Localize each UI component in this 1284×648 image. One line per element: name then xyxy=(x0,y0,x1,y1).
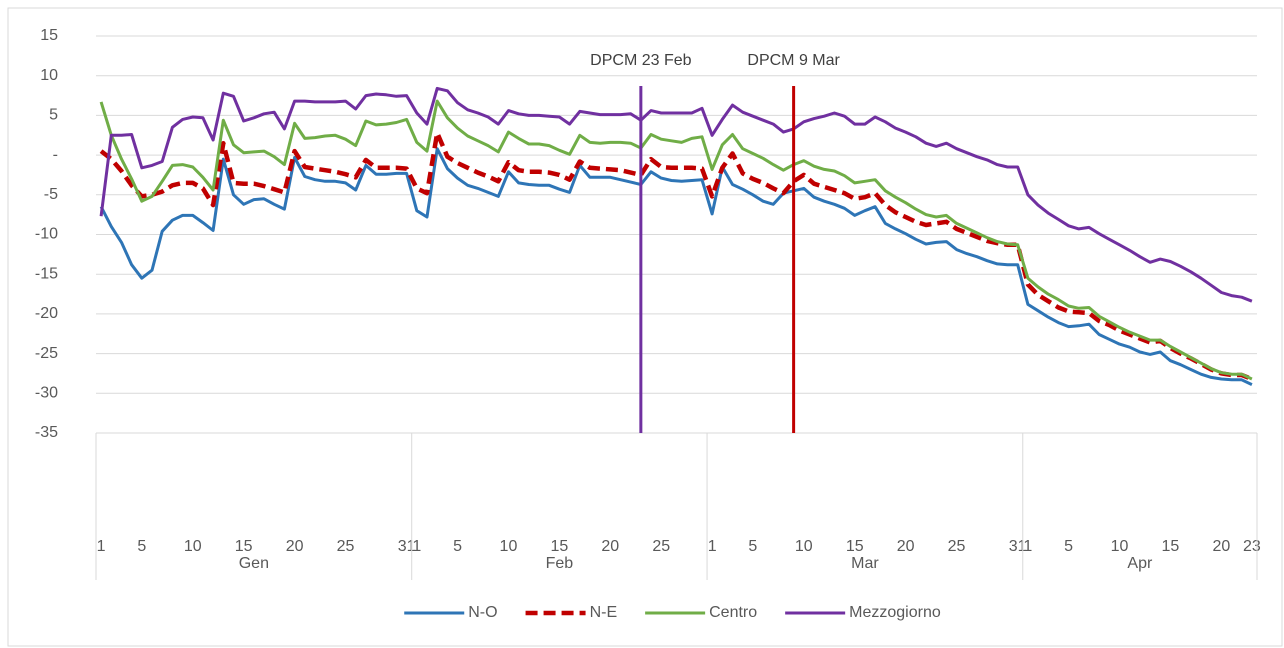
legend-label: Mezzogiorno xyxy=(849,604,941,621)
x-tick-label: 25 xyxy=(337,538,355,555)
x-tick-label: 15 xyxy=(550,538,568,555)
x-tick-label: 5 xyxy=(1064,538,1073,555)
event-label: DPCM 23 Feb xyxy=(590,52,691,69)
legend-label: N-O xyxy=(468,604,497,621)
x-tick-label: 1 xyxy=(97,538,106,555)
y-tick-label: -25 xyxy=(35,345,58,362)
legend-label: Centro xyxy=(709,604,757,621)
x-tick-label: 31 xyxy=(398,538,416,555)
y-tick-label: 10 xyxy=(40,67,58,84)
group-label: Mar xyxy=(851,555,879,572)
series-line xyxy=(99,86,1253,303)
group-label: Apr xyxy=(1127,555,1153,572)
group-label: Gen xyxy=(239,555,269,572)
x-tick-label: 31 xyxy=(1009,538,1027,555)
x-tick-label: 20 xyxy=(286,538,304,555)
x-tick-label: 25 xyxy=(948,538,966,555)
x-tick-label: 1 xyxy=(708,538,717,555)
x-tick-label: 10 xyxy=(500,538,518,555)
y-tick-label: -10 xyxy=(35,226,58,243)
x-tick-label: 5 xyxy=(137,538,146,555)
y-tick-label: -15 xyxy=(35,265,58,282)
x-tick-label: 15 xyxy=(1162,538,1180,555)
y-tick-label: - xyxy=(53,146,58,163)
series-line xyxy=(99,130,1253,382)
x-tick-label: 1 xyxy=(1023,538,1032,555)
group-label: Feb xyxy=(546,555,574,572)
x-tick-label: 10 xyxy=(184,538,202,555)
y-tick-label: -5 xyxy=(44,186,58,203)
x-tick-label: 20 xyxy=(601,538,619,555)
x-tick-label: 10 xyxy=(795,538,813,555)
legend-label: N-E xyxy=(590,604,618,621)
x-tick-label: 20 xyxy=(897,538,915,555)
x-tick-label: 5 xyxy=(748,538,757,555)
series-line xyxy=(99,99,1253,381)
x-tick-label: 25 xyxy=(652,538,670,555)
x-tick-label: 20 xyxy=(1212,538,1230,555)
event-label: DPCM 9 Mar xyxy=(747,52,840,69)
x-tick-label: 5 xyxy=(453,538,462,555)
x-tick-label: 1 xyxy=(412,538,421,555)
y-tick-label: 5 xyxy=(49,107,58,124)
y-tick-label: -30 xyxy=(35,385,58,402)
y-tick-label: -35 xyxy=(35,424,58,441)
x-tick-label: 23 xyxy=(1243,538,1261,555)
y-tick-label: -20 xyxy=(35,305,58,322)
x-tick-label: 15 xyxy=(235,538,253,555)
x-tick-label: 10 xyxy=(1111,538,1129,555)
x-tick-label: 15 xyxy=(846,538,864,555)
y-tick-label: 15 xyxy=(40,27,58,44)
